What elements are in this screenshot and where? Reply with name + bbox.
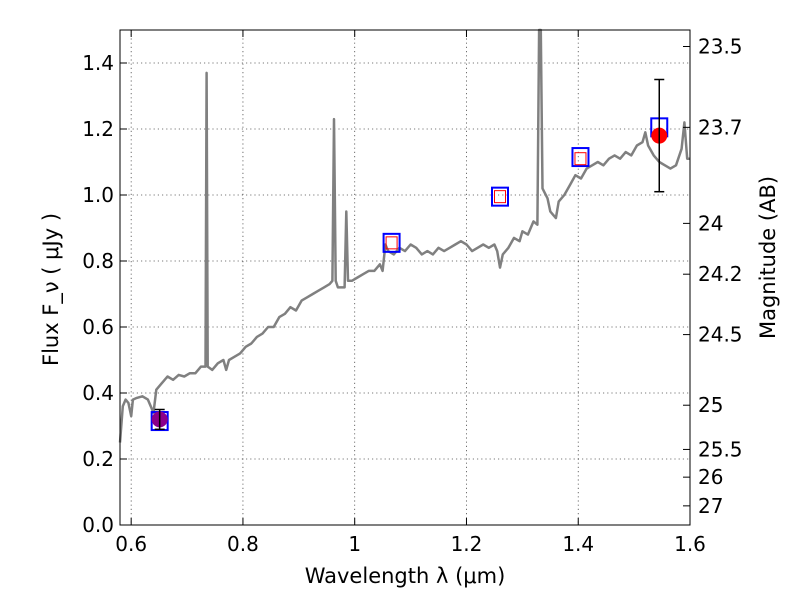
x-tick-label: 1.2 (451, 532, 483, 556)
right-tick-label: 23.7 (698, 115, 743, 139)
model-point-box (571, 147, 590, 168)
right-tick-label: 23.5 (698, 35, 743, 59)
spectrum-line (118, 28, 690, 443)
model-point-box (382, 232, 401, 253)
y-tick-label: 0.8 (82, 249, 114, 273)
y-tick-label: 0.4 (82, 381, 114, 405)
right-axis-label: Magnitude (AB) (756, 176, 780, 339)
model-point-inner-box (494, 190, 506, 204)
y-tick-label: 1.0 (82, 183, 114, 207)
x-tick-label: 1.6 (674, 532, 706, 556)
right-tick-label: 26 (698, 465, 723, 489)
right-tick-label: 24.2 (698, 262, 743, 286)
right-tick-label: 25 (698, 393, 723, 417)
y-tick-label: 0.0 (82, 513, 114, 537)
y-tick-label: 1.2 (82, 117, 114, 141)
model-point-inner-box (574, 152, 587, 166)
y-tick-label: 1.4 (82, 51, 114, 75)
model-point-box (491, 186, 509, 207)
right-tick-label: 25.5 (698, 437, 743, 461)
right-tick-label: 24.5 (698, 323, 743, 347)
x-tick-label: 0.6 (115, 532, 147, 556)
y-tick-label: 0.2 (82, 447, 114, 471)
x-tick-label: 1 (348, 532, 361, 556)
plot-area (118, 28, 690, 443)
y-tick-label: 0.6 (82, 315, 114, 339)
ticks: 0.6 0.8 1 1.2 1.4 1.6 0.0 0.2 0.4 0.6 0.8 1.0 1.2 1.4… (82, 30, 743, 556)
right-tick-label: 27 (698, 494, 723, 518)
x-tick-label: 0.8 (227, 532, 259, 556)
plot-frame (119, 29, 691, 526)
x-axis-label: Wavelength λ (μm) (305, 564, 506, 588)
right-tick-label: 24 (698, 211, 723, 235)
x-tick-label: 1.4 (562, 532, 594, 556)
y-axis-label: Flux F_ν ( μJy ) (39, 213, 64, 366)
model-point-inner-box (385, 236, 398, 250)
